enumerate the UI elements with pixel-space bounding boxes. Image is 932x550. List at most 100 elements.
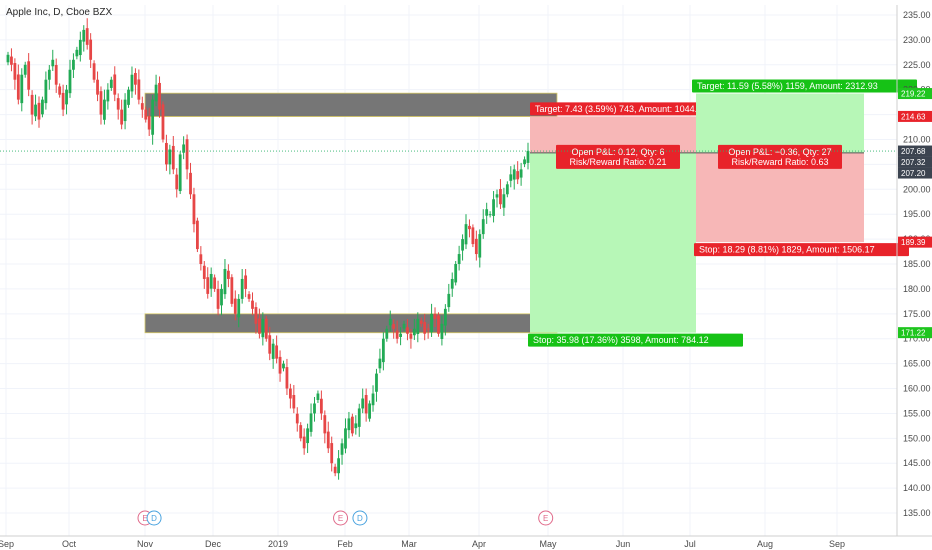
price-badge-label: 207.32 <box>901 158 926 167</box>
candle <box>378 348 382 374</box>
candle-body <box>409 333 413 339</box>
candle <box>92 60 96 83</box>
stop-label: Stop: 18.29 (8.81%) 1829, Amount: 1506.1… <box>699 245 875 255</box>
candle-body <box>385 328 389 339</box>
candle <box>316 390 320 403</box>
time-tick-label: Nov <box>137 539 154 549</box>
candle-body <box>313 403 316 414</box>
candle-body <box>288 388 292 399</box>
candle-body <box>78 39 82 56</box>
candle <box>406 319 409 341</box>
candle-body <box>392 324 396 329</box>
candle <box>103 89 106 125</box>
candle-body <box>16 74 20 100</box>
candle <box>385 325 389 342</box>
candle-body <box>123 99 127 122</box>
event-label: D <box>357 514 363 523</box>
dividend-marker[interactable]: D <box>352 510 368 526</box>
candle <box>16 64 20 105</box>
earnings-marker[interactable]: E <box>538 510 554 526</box>
risk-reward-label: Risk/Reward Ratio: 0.21 <box>569 157 666 167</box>
candle <box>505 181 509 198</box>
candle <box>430 303 433 337</box>
time-axis[interactable]: Sep Oct Nov Dec 2019 Feb Mar Apr May Jun Jul Aug Sep <box>0 535 932 549</box>
position-long[interactable]: Target: 7.43 (3.59%) 743, Amount: 1044.5… <box>528 102 745 347</box>
candle-body <box>137 79 141 100</box>
price-tick-label: 235.00 <box>903 10 931 20</box>
pnl-label: Open P&L: −0.36, Qty: 27 <box>728 147 831 157</box>
candle <box>10 48 13 72</box>
candle-body <box>89 39 93 60</box>
candle <box>237 294 241 328</box>
chart-title: Apple Inc, D, Cboe BZX <box>6 7 112 18</box>
candle <box>295 407 299 432</box>
candle <box>72 53 75 78</box>
candle <box>485 202 489 224</box>
candle <box>264 315 268 342</box>
candle-body <box>103 99 106 120</box>
candle <box>495 189 499 208</box>
candle-body <box>154 84 158 102</box>
pnl-label: Open P&L: 0.12, Qty: 6 <box>571 147 664 157</box>
candle <box>151 94 155 145</box>
candle <box>450 272 454 297</box>
candle-body <box>275 345 279 359</box>
candle-body <box>505 184 509 195</box>
candle <box>23 61 27 78</box>
candle-body <box>430 313 433 333</box>
candle-body <box>478 234 482 258</box>
candle <box>161 101 165 143</box>
candle <box>78 31 82 62</box>
candle-body <box>454 264 458 283</box>
candle-body <box>299 425 303 439</box>
time-tick-label: Sep <box>829 539 845 549</box>
candle-body <box>113 74 117 95</box>
candle-body <box>316 393 320 400</box>
candle-body <box>502 194 506 208</box>
candle-body <box>92 63 96 80</box>
candle-body <box>512 169 516 180</box>
price-badge-label: 219.22 <box>901 90 926 99</box>
candle <box>340 438 344 465</box>
candle-body <box>161 104 165 140</box>
time-tick-label: Apr <box>472 539 486 549</box>
price-tick-label: 150.00 <box>903 433 931 443</box>
position-tools[interactable]: Target: 7.43 (3.59%) 743, Amount: 1044.5… <box>528 79 917 347</box>
candle <box>116 93 120 120</box>
candle-body <box>488 214 492 216</box>
price-badge-label: 207.68 <box>901 147 926 156</box>
candle <box>134 68 137 95</box>
candle-body <box>257 318 261 334</box>
candle <box>333 463 337 477</box>
candle <box>368 400 371 422</box>
candle-body <box>309 413 313 432</box>
candle <box>375 368 378 402</box>
candle-body <box>109 79 113 88</box>
candle-body <box>261 318 265 338</box>
candle-body <box>58 86 62 95</box>
earnings-marker[interactable]: E <box>333 510 349 526</box>
candle <box>433 307 437 328</box>
price-axis[interactable]: 135.00 140.00 145.00 150.00 155.00 160.00 165.… <box>896 5 932 536</box>
candle <box>178 151 182 195</box>
candle-body <box>99 91 103 115</box>
price-tick-label: 180.00 <box>903 284 931 294</box>
candle-body <box>337 458 340 474</box>
candle-body <box>168 149 172 165</box>
candle <box>416 312 420 343</box>
candle-body <box>350 416 354 434</box>
candle <box>27 53 31 97</box>
time-tick-label: Oct <box>62 539 77 549</box>
candle <box>109 76 113 91</box>
candle-body <box>302 436 306 449</box>
candle <box>509 166 513 188</box>
candle <box>192 187 196 233</box>
candle <box>106 83 110 110</box>
dividend-marker[interactable]: D <box>146 510 162 526</box>
candle-body <box>220 288 223 306</box>
candle <box>306 423 310 454</box>
candle-body <box>182 144 186 153</box>
candle <box>75 46 79 60</box>
